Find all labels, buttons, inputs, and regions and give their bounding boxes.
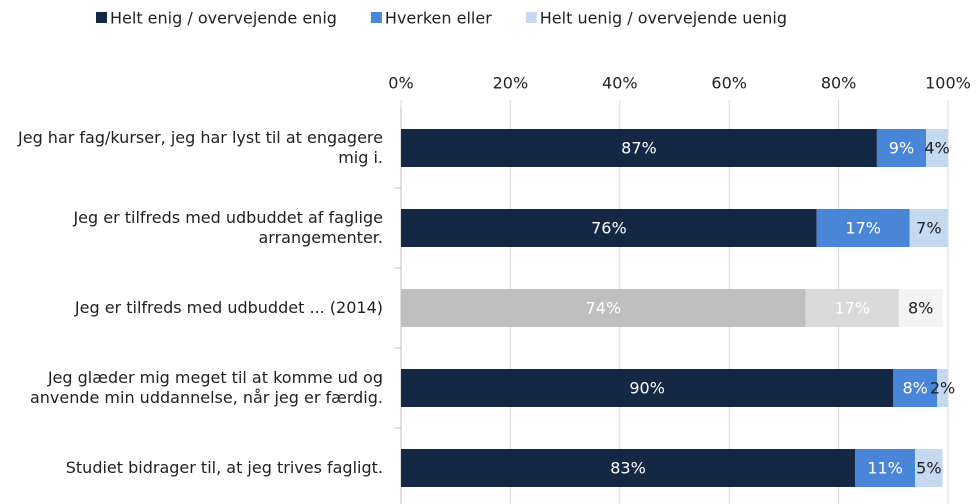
bar-segment <box>401 209 817 247</box>
data-label: 11% <box>867 459 903 478</box>
x-tick-label: 60% <box>711 74 747 93</box>
bar-segment <box>937 369 948 407</box>
data-label: 2% <box>930 379 955 398</box>
data-label: 8% <box>908 299 933 318</box>
x-tick-label: 0% <box>388 74 413 93</box>
bar-segment <box>876 129 927 167</box>
bar-segment <box>816 209 910 247</box>
x-tick-label: 100% <box>925 74 971 93</box>
x-tick-label: 40% <box>602 74 638 93</box>
y-tick-label: Studiet bidrager til, at jeg trives fagl… <box>65 458 383 477</box>
x-tick-label: 80% <box>821 74 857 93</box>
bar-segment <box>909 209 948 247</box>
data-label: 5% <box>916 459 941 478</box>
data-label: 17% <box>834 299 870 318</box>
legend-swatch <box>96 12 107 23</box>
bar-segment <box>401 449 856 487</box>
data-label: 87% <box>621 139 657 158</box>
bar-segment <box>915 449 943 487</box>
legend-label: Hverken eller <box>385 9 492 28</box>
bar-segment <box>401 129 877 167</box>
bar-segment <box>401 369 894 407</box>
data-label: 76% <box>591 219 627 238</box>
data-label: 17% <box>845 219 881 238</box>
data-label: 83% <box>610 459 646 478</box>
data-label: 8% <box>902 379 927 398</box>
bar-segment <box>926 129 948 167</box>
bar-segment <box>893 369 938 407</box>
bar-segment <box>401 289 806 327</box>
bar-segment <box>805 289 899 327</box>
y-tick-label: Jeg glæder mig meget til at komme ud og … <box>29 368 383 407</box>
y-tick-label: Jeg har fag/kurser, jeg har lyst til at … <box>18 128 383 167</box>
legend-swatch <box>525 12 537 23</box>
data-label: 90% <box>629 379 665 398</box>
y-tick-label: Jeg er tilfreds med udbuddet af faglige … <box>73 208 383 247</box>
data-label: 9% <box>889 139 914 158</box>
bar-segment <box>855 449 916 487</box>
data-label: 74% <box>586 299 622 318</box>
legend-swatch <box>370 12 382 23</box>
legend-label: Helt uenig / overvejende uenig <box>540 9 787 28</box>
data-label: 4% <box>924 139 949 158</box>
x-tick-label: 20% <box>493 74 529 93</box>
data-label: 7% <box>916 219 941 238</box>
bar-segment <box>898 289 943 327</box>
y-tick-label: Jeg er tilfreds med udbuddet ... (2014) <box>74 298 383 317</box>
legend-label: Helt enig / overvejende enig <box>110 9 337 28</box>
